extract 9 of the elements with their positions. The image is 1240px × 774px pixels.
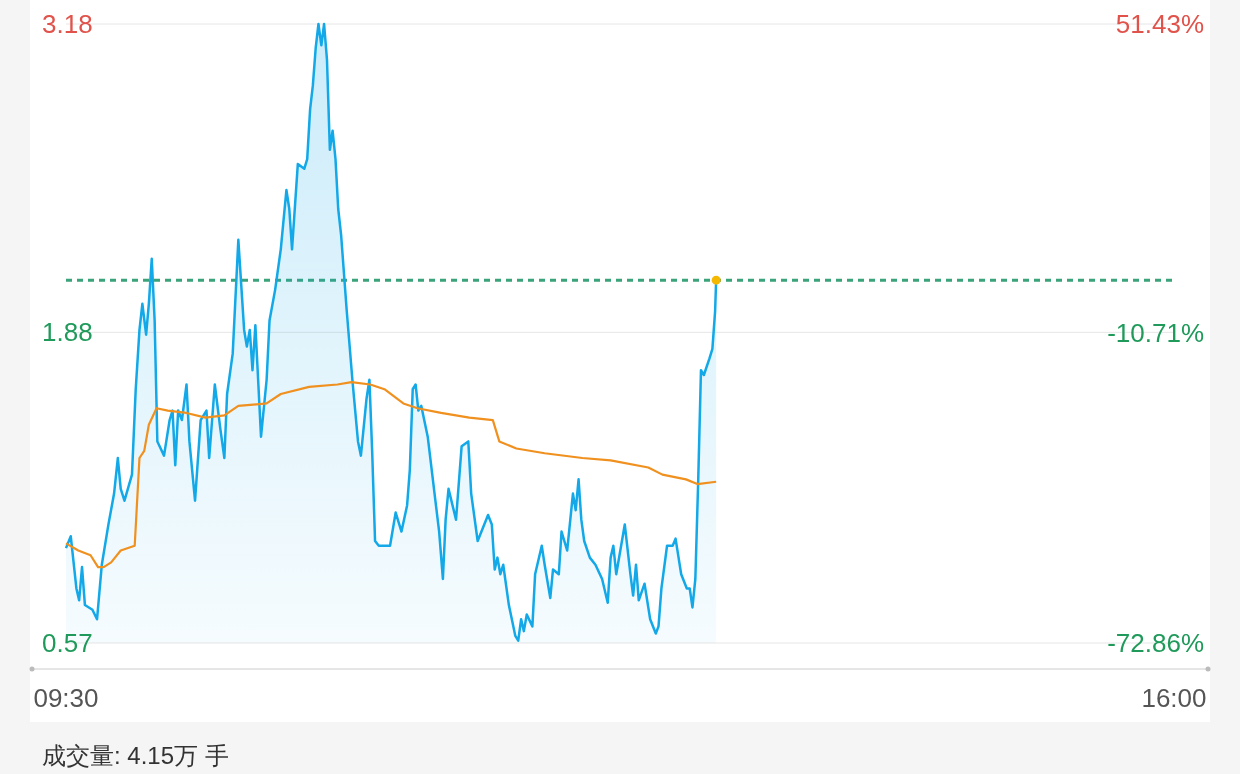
xtick-label: 16:00 bbox=[1141, 683, 1207, 713]
ytick-label: 1.88 bbox=[42, 317, 93, 348]
ytick-label: 3.18 bbox=[42, 9, 93, 39]
y2tick-label: 51.43% bbox=[1115, 9, 1204, 39]
y2tick-label: -72.86% bbox=[1107, 628, 1204, 658]
ytick-label: 0.57 bbox=[42, 628, 93, 658]
annotation: 成交量: 4.15万 手 bbox=[42, 742, 229, 769]
xtick-label: 09:30 bbox=[33, 683, 99, 713]
y2tick-label: -10.71% bbox=[1107, 318, 1204, 349]
